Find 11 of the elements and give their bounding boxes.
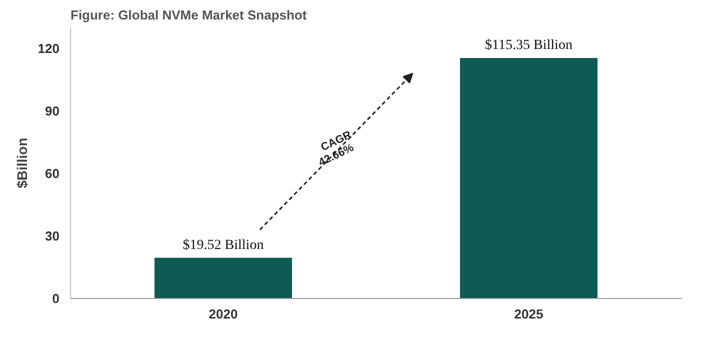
y-tick-label: 0 [52, 291, 60, 306]
y-tick-label: 60 [45, 166, 60, 181]
y-axis-title: $Billion [14, 138, 30, 188]
x-tick-label: 2025 [514, 306, 544, 322]
y-tick-label: 120 [38, 40, 60, 56]
y-tick-label: 30 [45, 228, 60, 244]
data-label: $115.35 Billion [485, 38, 572, 54]
y-tick-label: 90 [45, 103, 60, 118]
chart-title: Figure: Global NVMe Market Snapshot [70, 8, 308, 22]
data-label: $19.52 Billion [182, 238, 264, 253]
x-tick-label: 2020 [208, 306, 238, 322]
